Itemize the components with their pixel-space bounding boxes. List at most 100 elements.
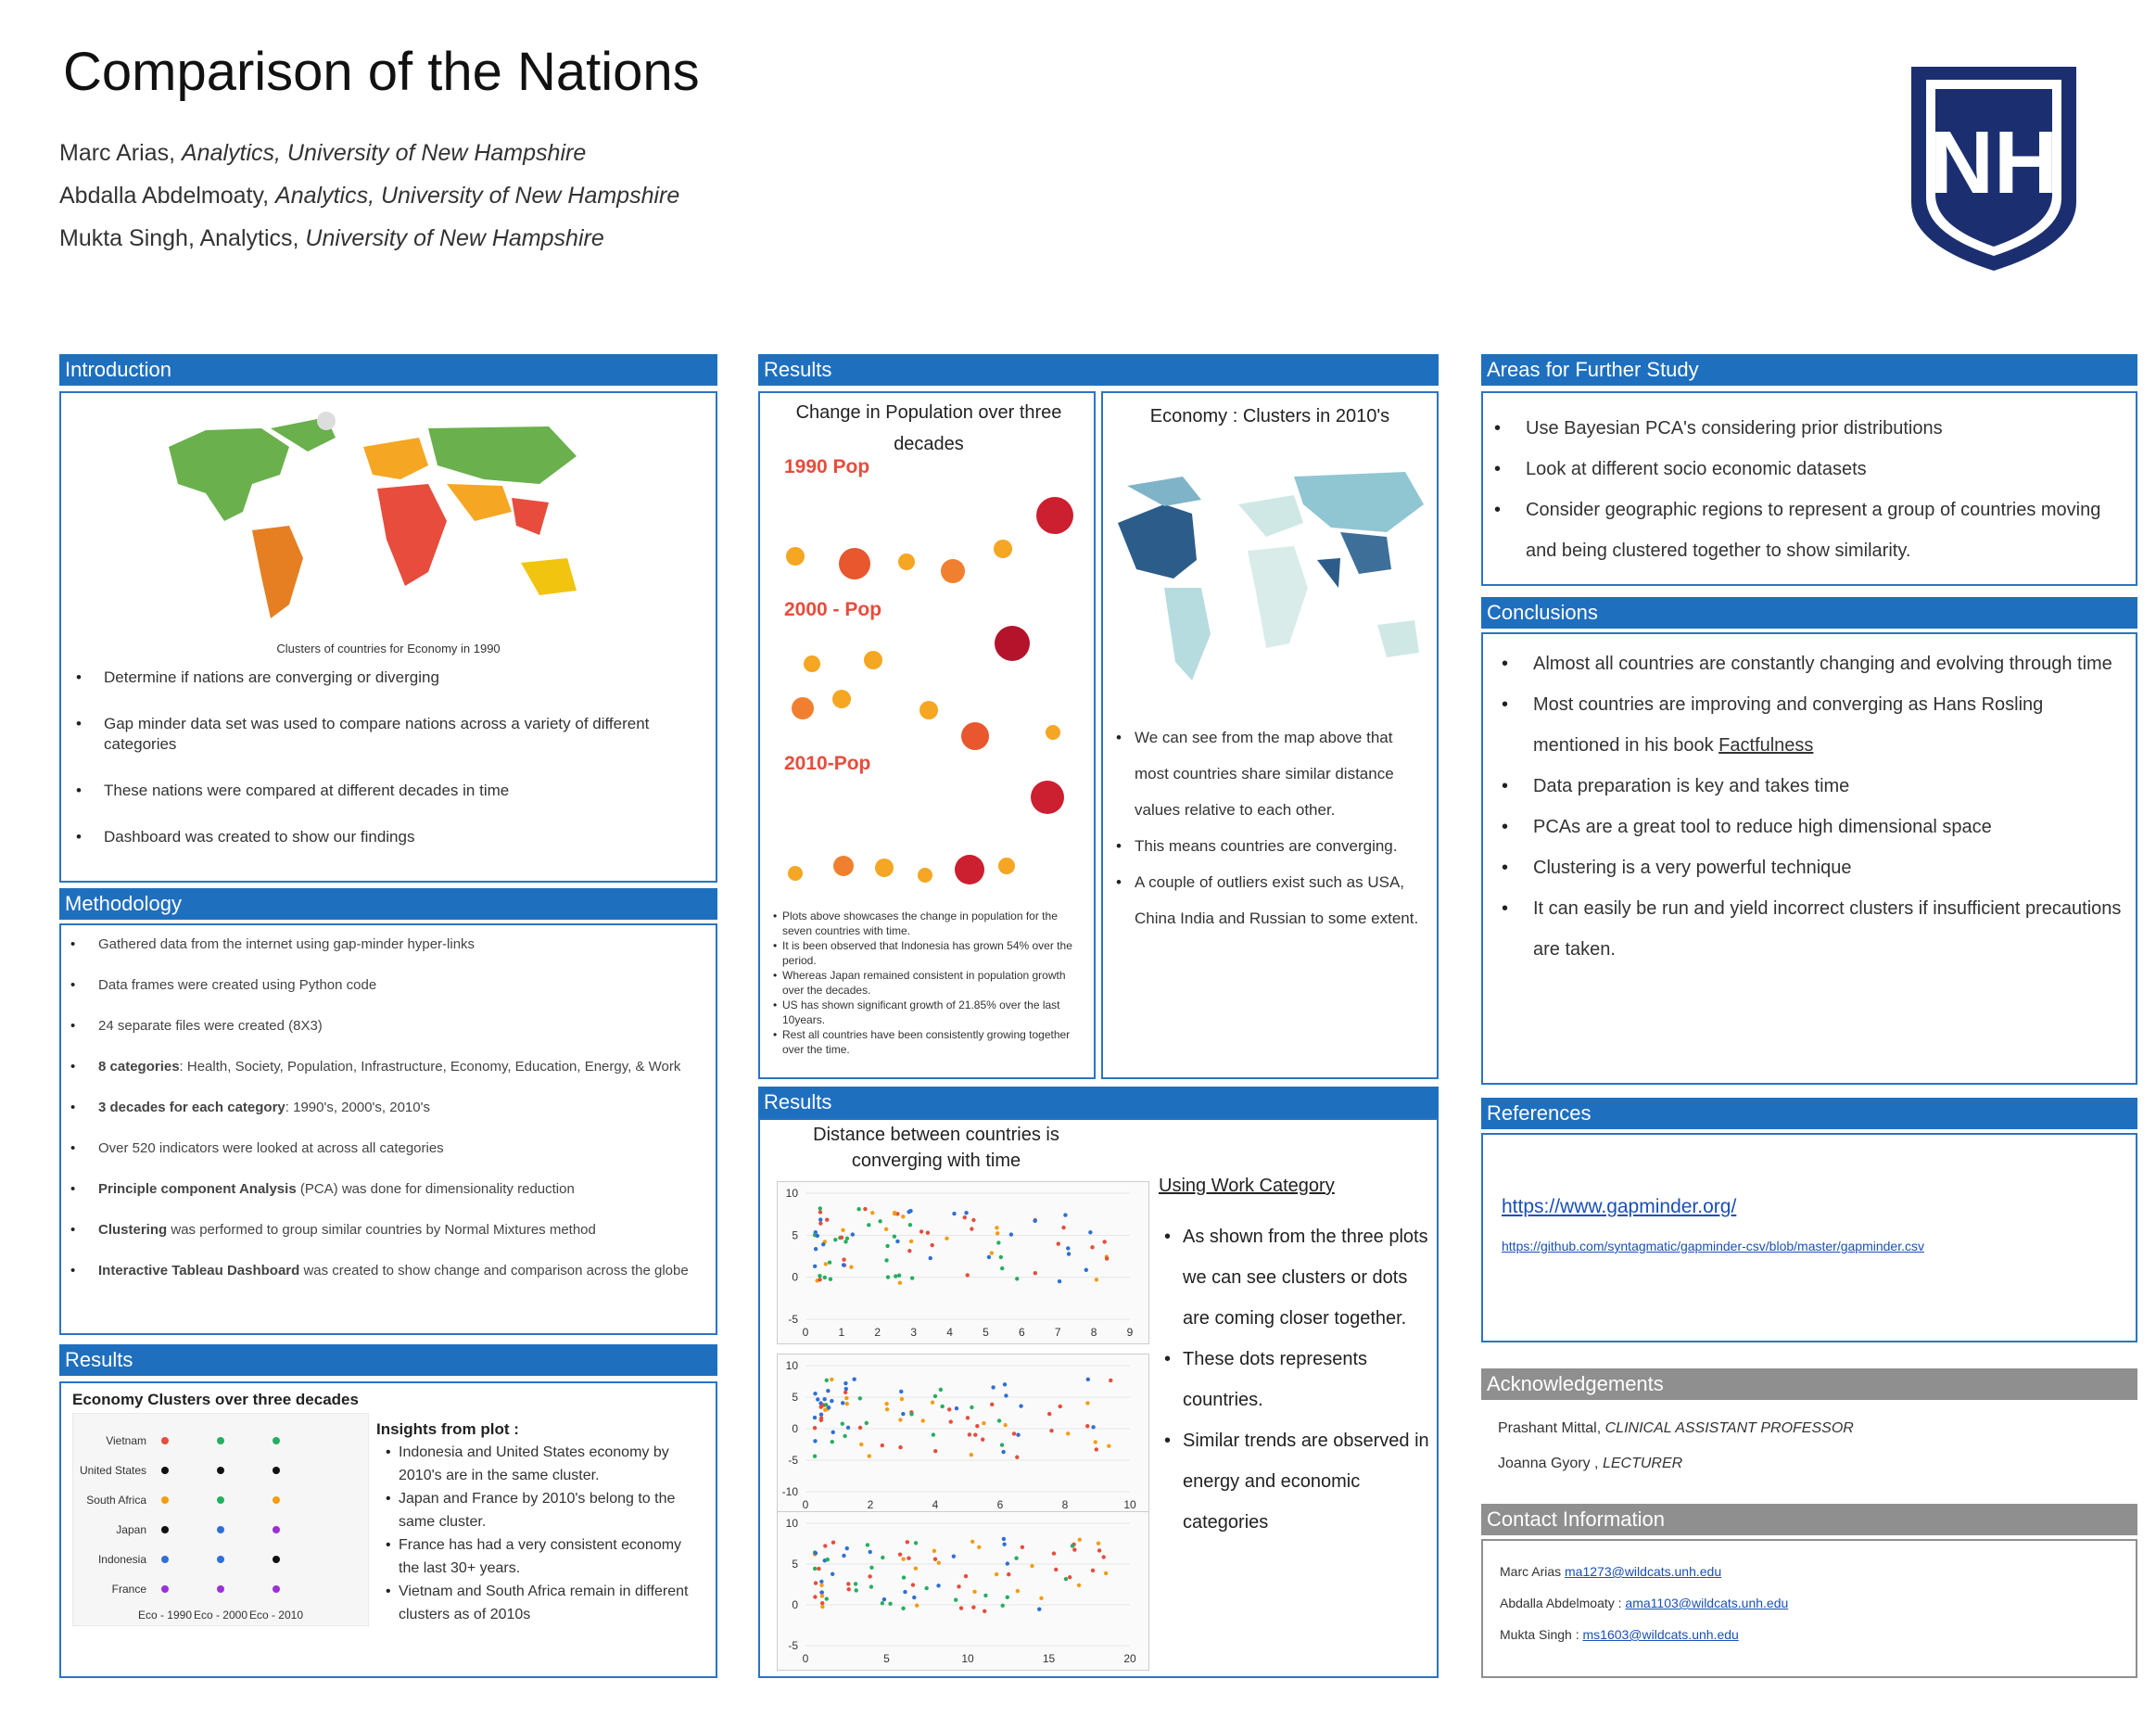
conclusions-header: Conclusions [1481,597,2137,629]
pop-note: US has shown significant growth of 21.85… [764,998,1088,1027]
scatter-point [844,1401,849,1406]
factfulness-link[interactable]: Factfulness [1718,735,1814,756]
scatter-point [932,1393,938,1399]
scatter-point [951,1554,957,1558]
email-link[interactable]: ama1103@wildcats.unh.edu [1625,1596,1789,1610]
insights-title: Insights from plot : [376,1420,519,1438]
scatter-point [1066,1252,1072,1256]
scatter-point [831,1540,836,1545]
results-mid-header: Results [758,354,1439,386]
scatter-point [868,1574,872,1579]
scatter-point [1093,1440,1097,1444]
scatter-point [936,1560,941,1565]
scatter-point [899,1396,905,1402]
scatter-point [973,1432,978,1437]
cluster-column-label: Eco - 2010 [249,1609,303,1622]
scatter-point [849,1265,854,1269]
scatter-point [831,1430,835,1435]
scatter-point [909,1276,915,1280]
economy-2010-panel: Economy : Clusters in 2010's We can see … [1101,391,1439,1079]
scatter-point [884,1401,889,1406]
scatter-point [1094,1278,1099,1282]
reference-link-github[interactable]: https://github.com/syntagmatic/gapminder… [1502,1239,1924,1253]
y-tick-label: 0 [792,1598,798,1611]
scatter-point [1000,1266,1005,1271]
scatter-point [1037,1607,1042,1611]
email-link[interactable]: ma1273@wildcats.unh.edu [1565,1564,1722,1579]
scatter-point [828,1277,833,1281]
scatter-point [1000,1603,1005,1609]
scatter-point [830,1398,834,1404]
contact-list: Marc Arias ma1273@wildcats.unh.edu Abdal… [1500,1556,1788,1650]
econ-bullet: This means countries are converging. [1107,828,1422,864]
introduction-bullets: Determine if nations are converging or d… [67,668,697,847]
scatter-point [996,1240,1001,1245]
pop-label-1990: 1990 Pop [784,456,870,477]
scatter-point [919,1229,924,1234]
scatter-point [819,1583,824,1588]
scatter-point [958,1606,964,1610]
scatter-point [825,1557,831,1562]
scatter-point [965,1273,970,1278]
scatter-point [867,1454,871,1458]
scatter-point [901,1215,906,1219]
scatter-point [1020,1545,1025,1550]
scatter-point [967,1432,972,1437]
scatter-point [995,1226,999,1230]
scatter-point [1103,1571,1109,1576]
economy-2010-bullets: We can see from the map above that most … [1107,719,1422,936]
y-tick-label: 10 [786,1517,799,1530]
x-tick-label: 0 [803,1652,809,1665]
scatter-point [818,1206,823,1211]
scatter-point [1015,1455,1020,1459]
scatter-point [1019,1404,1023,1408]
method-bullet: Gathered data from the internet using ga… [61,935,710,955]
insight-item: Japan and France by 2010's belong to the… [376,1487,701,1533]
pop-label-2010: 2010-Pop [784,753,871,774]
scatter-point [1063,1576,1069,1582]
scatter-point [932,1548,937,1554]
scatter-point [965,1416,970,1420]
scatter-point [1039,1596,1044,1601]
scatter-point [1005,1595,1009,1600]
scatter-point [853,1582,858,1586]
x-tick-label: 6 [1019,1326,1025,1339]
reference-link-gapminder[interactable]: https://www.gapminder.org/ [1502,1196,1737,1217]
world-map-2010 [1118,472,1424,681]
scatter-point [948,1419,953,1424]
x-tick-label: 4 [946,1326,953,1339]
scatter-point [812,1566,818,1571]
scatter-point [817,1566,821,1571]
scatter-point [813,1551,818,1556]
scatter-point [899,1389,904,1394]
insight-item: Indonesia and United States economy by 2… [376,1441,701,1487]
x-tick-label: 5 [883,1652,890,1665]
scatter-point [898,1444,903,1450]
scatter-point [1085,1401,1090,1406]
scatter-point [1001,1449,1006,1455]
work-category-title: Using Work Category [1159,1176,1335,1196]
scatter-point [824,1403,829,1407]
method-bullet: Data frames were created using Python co… [61,975,710,996]
further-study-bullets: Use Bayesian PCA's considering prior dis… [1485,408,2124,571]
scatter-point [1107,1444,1111,1448]
scatter-point [863,1206,868,1212]
cluster-point [217,1556,224,1563]
further-bullet: Consider geographic regions to represent… [1485,490,2124,571]
scatter-point [901,1606,906,1611]
conclusions-box: Almost all countries are constantly chan… [1481,632,2137,1085]
scatter-point [996,1418,1002,1423]
email-link[interactable]: ms1603@wildcats.unh.edu [1582,1627,1739,1642]
scatter-point [869,1584,874,1589]
scatter-point [972,1589,977,1595]
distance-panel: Distance between countries is converging… [758,1118,1439,1678]
scatter-point [1015,1277,1020,1281]
cluster-point [273,1585,280,1593]
scatter-point [819,1579,824,1584]
scatter-point [818,1412,824,1417]
scatter-point [936,1584,941,1588]
y-tick-label: 10 [786,1359,799,1372]
scatter-point [854,1588,858,1593]
x-tick-label: 2 [874,1326,881,1339]
scatter-point [1090,1245,1095,1250]
